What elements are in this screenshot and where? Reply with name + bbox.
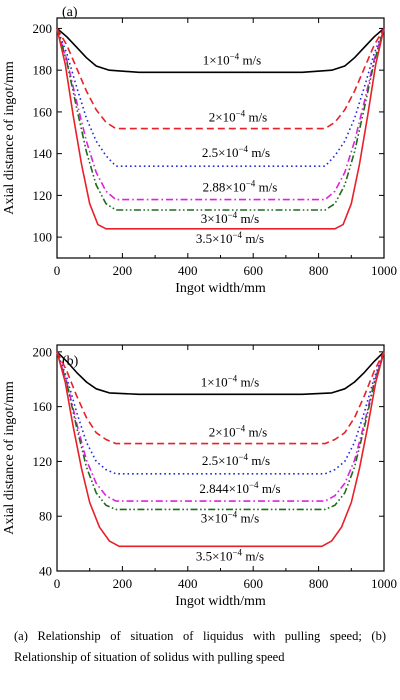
- y-tick-label: 40: [39, 564, 52, 579]
- series-line: [56, 28, 385, 201]
- series-line: [56, 351, 385, 445]
- x-tick-label: 400: [178, 263, 198, 278]
- x-tick-label: 1000: [371, 263, 397, 278]
- x-tick-label: 600: [243, 263, 263, 278]
- series-line: [56, 27, 385, 74]
- series-line: [56, 28, 385, 230]
- y-tick-label: 160: [33, 104, 53, 119]
- series-line: [56, 351, 385, 502]
- series-line: [56, 351, 385, 548]
- series-line: [56, 351, 385, 475]
- series-label: 2×10−4 m/s: [209, 109, 267, 125]
- series-line: [56, 28, 385, 211]
- series-label: 1×10−4 m/s: [203, 51, 261, 67]
- series-label: 3.5×10−4 m/s: [196, 230, 264, 246]
- series-label: 2.5×10−4 m/s: [202, 144, 270, 160]
- y-tick-label: 120: [33, 188, 53, 203]
- x-tick-label: 200: [113, 263, 133, 278]
- y-tick-label: 120: [33, 454, 53, 469]
- y-tick-label: 140: [33, 146, 53, 161]
- x-axis-title: Ingot width/mm: [175, 281, 266, 296]
- series-label: 2.5×10−4 m/s: [202, 452, 270, 468]
- y-tick-label: 160: [33, 399, 53, 414]
- x-tick-label: 800: [309, 576, 329, 591]
- x-tick-label: 0: [54, 263, 61, 278]
- y-tick-label: 80: [39, 509, 52, 524]
- chart-panel-b: 0 200 400 600 800 1000 40 80 120 160 200 Ingot widt…: [2, 344, 397, 609]
- series-line: [56, 351, 385, 396]
- y-axis-title: Axial distance of ingot/mm: [2, 381, 17, 535]
- figure-canvas: 0 200 400 600 800 1000100120140160180200Ingot…: [2, 5, 397, 609]
- x-tick-label: 200: [113, 576, 133, 591]
- series-label: 1×10−4 m/s: [201, 373, 259, 389]
- y-axis-title: Axial distance of ingot/mm: [2, 61, 17, 215]
- x-tick-label: 600: [243, 576, 263, 591]
- figure-caption: (a) Relationship of situation of liquidu…: [14, 629, 386, 664]
- chart-panel-a: 0 200 400 600 800 1000 100 120 140 160 180 200 Ingot…: [2, 5, 397, 296]
- series-label: 3×10−4 m/s: [201, 210, 259, 226]
- series-label: 2.88×10−4 m/s: [203, 179, 278, 195]
- series-label: 3×10−4 m/s: [201, 509, 259, 525]
- series-label: 3.5×10−4 m/s: [196, 547, 264, 563]
- x-tick-label: 800: [309, 263, 329, 278]
- series-line: [56, 351, 385, 511]
- x-tick-label: 1000: [371, 576, 397, 591]
- x-tick-label: 400: [178, 576, 198, 591]
- series-label: 2×10−4 m/s: [209, 424, 267, 440]
- y-tick-label: 200: [33, 21, 53, 36]
- panel-label: (b): [62, 354, 79, 369]
- y-tick-label: 180: [33, 63, 53, 78]
- panel-label: (a): [62, 5, 78, 20]
- series-label: 2.844×10−4 m/s: [199, 480, 280, 496]
- x-tick-label: 0: [54, 576, 61, 591]
- y-tick-label: 200: [33, 344, 53, 359]
- y-tick-label: 100: [33, 230, 53, 245]
- x-axis-title: Ingot width/mm: [175, 594, 266, 609]
- series-line: [56, 27, 385, 130]
